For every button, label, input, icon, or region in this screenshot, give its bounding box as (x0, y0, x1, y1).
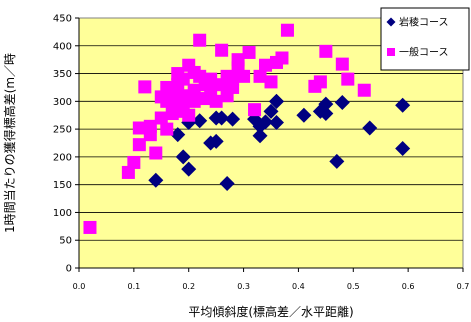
data-point (132, 121, 146, 135)
data-point (138, 80, 152, 94)
y-tick-labels: 0 50 100 150 200 250 300 350 400 450 (53, 14, 72, 275)
data-point (318, 96, 334, 112)
data-point (143, 119, 157, 133)
data-point (231, 53, 245, 67)
y-tick-label: 300 (53, 97, 72, 108)
y-tick-label: 450 (53, 14, 72, 25)
data-point (395, 141, 411, 157)
data-point (175, 149, 191, 165)
data-point (209, 94, 223, 108)
data-point (263, 103, 279, 119)
data-point (121, 165, 135, 179)
legend-label: 岩稜コース (399, 16, 449, 29)
y-tick-label: 100 (53, 208, 72, 219)
legend-marker-square (387, 48, 395, 56)
data-point (319, 44, 333, 58)
x-tick-label: 0.5 (347, 282, 360, 291)
data-point (192, 113, 208, 129)
data-point (187, 94, 201, 108)
data-point (181, 161, 197, 177)
data-point (208, 133, 224, 149)
data-point (335, 57, 349, 71)
data-point (268, 114, 284, 130)
data-point (154, 111, 168, 125)
legend-label: 一般コース (399, 46, 449, 59)
y-tick-label: 150 (53, 180, 72, 191)
data-point (264, 75, 278, 89)
data-point (258, 114, 274, 130)
data-point (296, 107, 312, 123)
legend-box (380, 7, 470, 71)
data-point (176, 97, 190, 111)
data-point (226, 80, 240, 94)
data-point (215, 43, 229, 57)
data-point (204, 83, 218, 97)
x-tick-labels: 0.0 0.1 0.2 0.3 0.4 0.5 0.6 0.7 (73, 268, 470, 291)
data-point (127, 155, 141, 169)
data-point (318, 106, 334, 122)
series-2 (83, 23, 371, 234)
x-tick-label: 0.2 (182, 282, 195, 291)
x-tick-label: 0.1 (127, 282, 140, 291)
x-tick-label: 0.4 (292, 282, 305, 291)
y-tick-label: 350 (53, 69, 72, 80)
data-point (252, 128, 268, 144)
data-point (275, 51, 289, 65)
data-point (268, 93, 284, 109)
y-tick-label: 200 (53, 152, 72, 163)
data-point (225, 111, 241, 127)
x-tick-label: 0.6 (402, 282, 415, 291)
data-point (341, 72, 355, 86)
series-1 (148, 93, 411, 192)
legend-marker-diamond (386, 17, 396, 27)
x-tick-label: 0.3 (237, 282, 250, 291)
data-point (280, 23, 294, 37)
data-point (242, 45, 256, 59)
data-point (219, 176, 235, 192)
y-tick-label: 400 (53, 41, 72, 52)
data-point (149, 146, 163, 160)
data-point (237, 69, 251, 83)
data-point (329, 153, 345, 169)
data-point (193, 33, 207, 47)
data-point (357, 83, 371, 97)
axes (78, 18, 463, 269)
data-point (259, 58, 273, 72)
data-point (160, 122, 174, 136)
data-point (176, 72, 190, 86)
y-tick-label: 50 (59, 236, 72, 247)
data-point (253, 69, 267, 83)
y-tick-label: 0 (66, 264, 72, 275)
data-point (362, 120, 378, 136)
data-point (187, 83, 201, 97)
data-point (83, 220, 97, 234)
data-points (83, 23, 411, 234)
data-point (214, 110, 230, 126)
data-point (334, 94, 350, 110)
data-point (313, 75, 327, 89)
data-point (148, 172, 164, 188)
data-point (182, 108, 196, 122)
y-tick-label: 250 (53, 125, 72, 136)
x-tick-label: 0.0 (73, 282, 86, 291)
data-point (248, 103, 262, 117)
y-axis-label: 1時間当たりの獲得標高差(m／時 (2, 53, 17, 233)
data-point (132, 138, 146, 152)
data-point (395, 97, 411, 113)
x-axis-label: 平均傾斜度(標高差／水平距離) (188, 304, 353, 319)
x-tick-label: 0.7 (457, 282, 470, 291)
data-point (204, 72, 218, 86)
data-point (170, 127, 186, 143)
